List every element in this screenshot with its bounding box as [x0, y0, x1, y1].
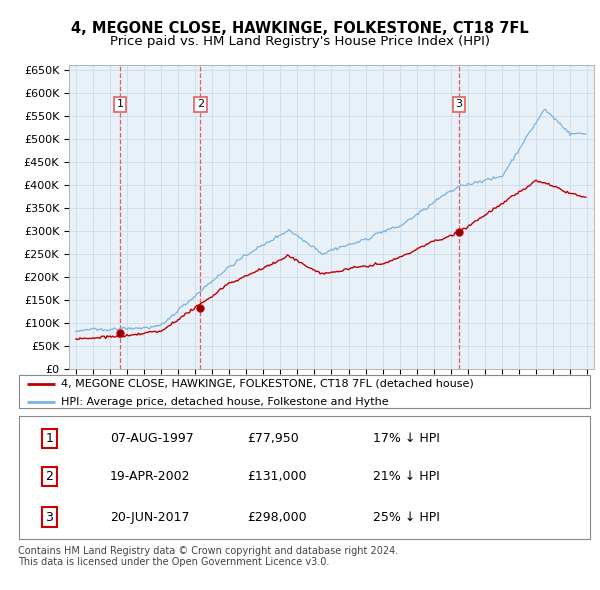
Text: 4, MEGONE CLOSE, HAWKINGE, FOLKESTONE, CT18 7FL: 4, MEGONE CLOSE, HAWKINGE, FOLKESTONE, C…: [71, 21, 529, 35]
Text: £298,000: £298,000: [247, 510, 307, 523]
Text: 21% ↓ HPI: 21% ↓ HPI: [373, 470, 440, 483]
Text: 2: 2: [46, 470, 53, 483]
Text: 3: 3: [46, 510, 53, 523]
Text: 19-APR-2002: 19-APR-2002: [110, 470, 190, 483]
Text: 07-AUG-1997: 07-AUG-1997: [110, 432, 193, 445]
Text: £77,950: £77,950: [247, 432, 299, 445]
Text: Contains HM Land Registry data © Crown copyright and database right 2024.
This d: Contains HM Land Registry data © Crown c…: [18, 546, 398, 568]
Text: 20-JUN-2017: 20-JUN-2017: [110, 510, 189, 523]
Text: 1: 1: [116, 99, 124, 109]
Text: 17% ↓ HPI: 17% ↓ HPI: [373, 432, 440, 445]
FancyBboxPatch shape: [19, 415, 590, 539]
Text: HPI: Average price, detached house, Folkestone and Hythe: HPI: Average price, detached house, Folk…: [61, 397, 389, 407]
Text: 25% ↓ HPI: 25% ↓ HPI: [373, 510, 440, 523]
Text: 4, MEGONE CLOSE, HAWKINGE, FOLKESTONE, CT18 7FL (detached house): 4, MEGONE CLOSE, HAWKINGE, FOLKESTONE, C…: [61, 379, 474, 389]
Text: £131,000: £131,000: [247, 470, 307, 483]
Text: 1: 1: [46, 432, 53, 445]
FancyBboxPatch shape: [19, 375, 590, 408]
Text: Price paid vs. HM Land Registry's House Price Index (HPI): Price paid vs. HM Land Registry's House …: [110, 35, 490, 48]
Text: 2: 2: [197, 99, 204, 109]
Text: 3: 3: [455, 99, 463, 109]
